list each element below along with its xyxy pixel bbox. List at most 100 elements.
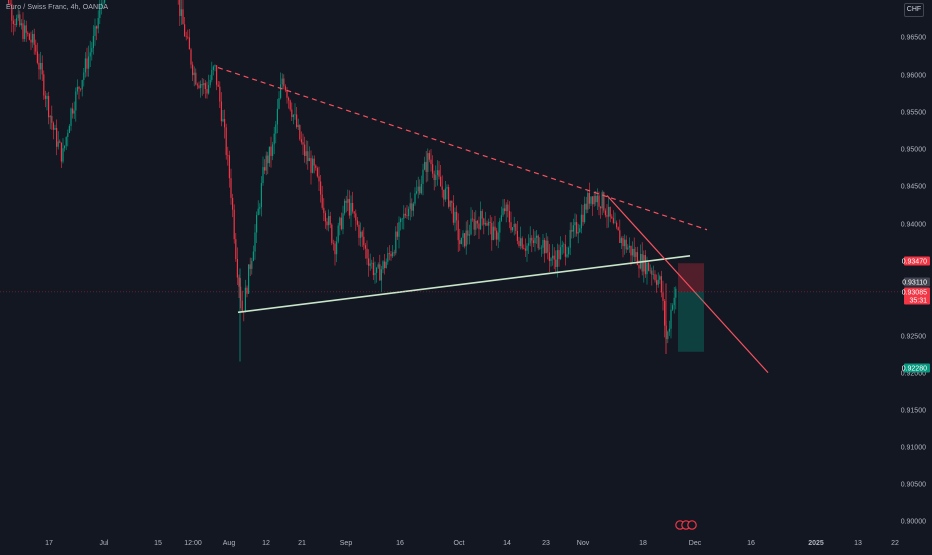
candle-body bbox=[204, 83, 206, 90]
candle-body bbox=[668, 328, 670, 332]
candle-body bbox=[86, 58, 88, 69]
candle-body bbox=[564, 244, 566, 257]
candle-body bbox=[216, 65, 218, 85]
candle-body bbox=[323, 207, 325, 214]
candle-body bbox=[49, 116, 51, 118]
candle-body bbox=[452, 203, 454, 223]
stop-loss-zone[interactable] bbox=[678, 263, 704, 292]
short-position-tool[interactable] bbox=[678, 263, 704, 352]
time-tick-label: 18 bbox=[639, 540, 647, 547]
candle-body bbox=[660, 276, 662, 293]
candle-body bbox=[625, 239, 627, 250]
candle-body bbox=[420, 183, 422, 194]
candle-body bbox=[612, 218, 614, 224]
candle-body bbox=[337, 225, 339, 242]
candle-body bbox=[225, 127, 227, 156]
candle-body bbox=[470, 218, 472, 235]
candle-body bbox=[248, 264, 250, 294]
take-profit-zone[interactable] bbox=[678, 291, 704, 352]
price-tick-label: 0.94000 bbox=[901, 222, 926, 229]
time-tick-label: 2025 bbox=[808, 540, 824, 547]
candle-body bbox=[380, 269, 382, 281]
candle-body bbox=[489, 221, 491, 223]
candle-body bbox=[643, 255, 645, 272]
candle-body bbox=[366, 248, 368, 259]
candle-body bbox=[195, 72, 197, 85]
candle-body bbox=[268, 146, 270, 164]
candle-body bbox=[441, 186, 443, 190]
candle-body bbox=[632, 248, 634, 256]
candle-body bbox=[46, 96, 48, 99]
event-icon[interactable] bbox=[687, 520, 697, 530]
candle-body bbox=[416, 191, 418, 194]
candle-body bbox=[476, 220, 478, 224]
candle-body bbox=[419, 186, 421, 194]
candle-body bbox=[646, 262, 648, 275]
candle-body bbox=[436, 170, 438, 176]
breakout-trend-line[interactable] bbox=[606, 195, 769, 374]
candle-body bbox=[544, 239, 546, 254]
candle-body bbox=[398, 222, 400, 237]
candle-body bbox=[622, 238, 624, 247]
candle-body bbox=[369, 263, 371, 266]
candle-body bbox=[318, 176, 320, 182]
price-tick-label: 0.92500 bbox=[901, 334, 926, 341]
candle-body bbox=[35, 44, 37, 52]
candle-body bbox=[524, 248, 526, 251]
candle-body bbox=[404, 213, 406, 216]
candle-body bbox=[291, 109, 293, 118]
candle-body bbox=[582, 214, 584, 223]
candle-body bbox=[246, 287, 248, 294]
events-marker[interactable] bbox=[675, 520, 697, 530]
candle-body bbox=[249, 264, 251, 269]
symbol-title[interactable]: Euro / Swiss Franc, 4h, OANDA bbox=[6, 4, 109, 11]
candle-body bbox=[670, 309, 672, 329]
candles-group bbox=[8, 0, 677, 362]
price-axis[interactable]: 0.96500 0.96000 0.95500 0.95000 0.94500 0.940… bbox=[901, 35, 926, 526]
candle-body bbox=[507, 204, 509, 211]
candle-body bbox=[488, 221, 490, 226]
candle-body bbox=[609, 206, 611, 217]
candle-body bbox=[262, 167, 264, 184]
candle-body bbox=[307, 151, 309, 162]
candle-body bbox=[558, 250, 560, 260]
candle-body bbox=[491, 222, 493, 241]
candle-body bbox=[432, 164, 434, 174]
candle-body bbox=[424, 161, 426, 170]
candle-body bbox=[353, 211, 355, 214]
candle-body bbox=[508, 210, 510, 223]
candle-body bbox=[588, 192, 590, 204]
price-tick-label: 0.95500 bbox=[901, 110, 926, 117]
time-tick-label: 16 bbox=[747, 540, 755, 547]
candle-body bbox=[555, 259, 557, 267]
currency-button[interactable]: CHF bbox=[904, 3, 924, 17]
time-tick-label: 12:00 bbox=[184, 540, 202, 547]
resistance-trend-line[interactable] bbox=[217, 66, 708, 231]
stop-loss-label: 0.93470 bbox=[902, 259, 927, 266]
candle-body bbox=[329, 216, 331, 225]
candle-body bbox=[515, 223, 517, 232]
candle-body bbox=[390, 253, 392, 257]
candle-body bbox=[372, 262, 374, 276]
candle-body bbox=[224, 119, 226, 128]
candle-body bbox=[392, 252, 394, 257]
candle-body bbox=[62, 148, 64, 162]
time-axis[interactable]: 17 Jul 15 12:00 Aug 12 21 Sep 16 Oct 14 23 Nov 18 Dec 1… bbox=[45, 540, 899, 547]
candle-body bbox=[401, 218, 403, 220]
candle-body bbox=[94, 26, 96, 36]
support-trend-line[interactable] bbox=[237, 254, 691, 314]
candle-body bbox=[84, 58, 86, 73]
candle-body bbox=[97, 17, 99, 29]
price-tick-label: 0.92000 bbox=[901, 371, 926, 378]
candle-body bbox=[192, 64, 194, 76]
candle-body bbox=[52, 122, 54, 130]
candle-body bbox=[433, 173, 435, 181]
candle-body bbox=[563, 244, 565, 245]
candle-body bbox=[203, 83, 205, 86]
candle-body bbox=[344, 200, 346, 214]
price-tick-label: 0.94500 bbox=[901, 184, 926, 191]
candle-body bbox=[24, 25, 26, 39]
time-tick-label: 21 bbox=[298, 540, 306, 547]
